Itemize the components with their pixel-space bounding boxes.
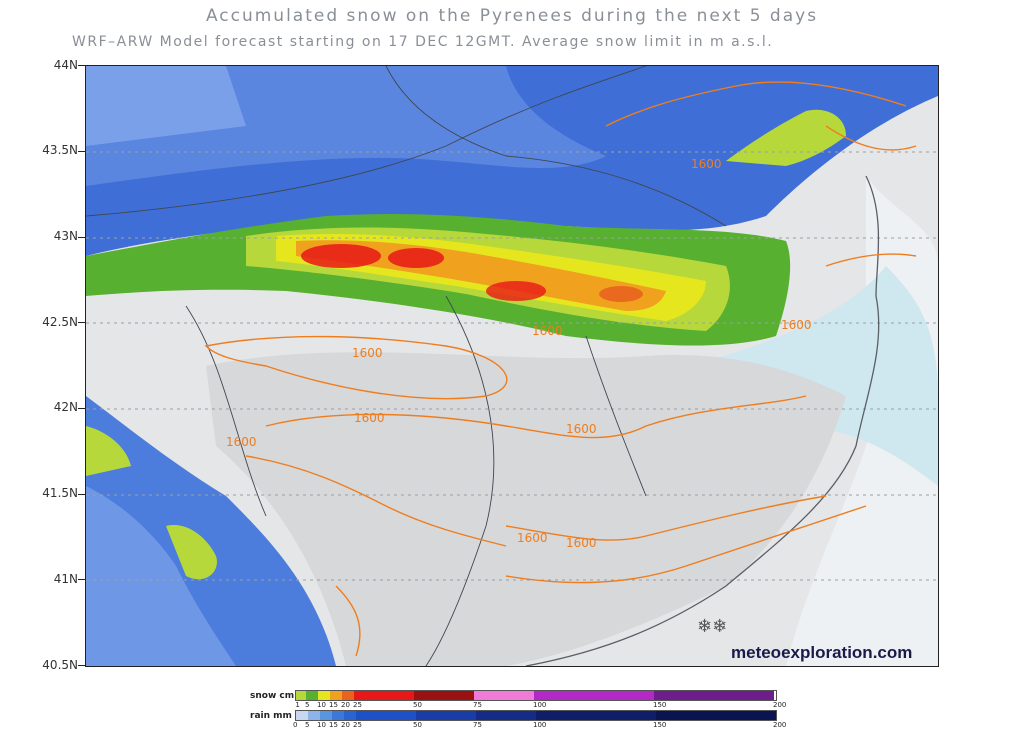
snow-legend-tick: 1 (295, 701, 300, 709)
lat-tick (78, 665, 85, 666)
rain-legend-swatch (320, 711, 332, 720)
contour-label: 1600 (354, 411, 385, 425)
rain-legend-swatch (476, 711, 536, 720)
lat-label-44: 44N (53, 58, 78, 72)
snow-legend-tick: 20 (341, 701, 350, 709)
lat-label-43: 43N (53, 229, 78, 243)
lat-label-40-5: 40.5N (42, 658, 78, 672)
lat-tick (78, 322, 85, 323)
rain-legend-swatch (344, 711, 356, 720)
snow-legend-swatch (296, 691, 306, 700)
snow-legend-tick: 200 (773, 701, 787, 709)
snow-legend-tick: 100 (533, 701, 547, 709)
snow-legend-tick: 25 (353, 701, 362, 709)
rain-legend-swatch (356, 711, 416, 720)
rain-legend-swatch (656, 711, 776, 720)
lat-tick (78, 579, 85, 580)
contour-label: 1600 (691, 157, 722, 171)
rain-legend-label: rain mm (250, 711, 292, 721)
rain-legend-tick: 15 (329, 721, 338, 729)
contour-label: 1600 (532, 324, 563, 338)
lat-tick (78, 65, 85, 66)
snow-legend-swatch (305, 691, 318, 700)
lat-tick (78, 494, 85, 495)
snow-legend-tick: 150 (653, 701, 667, 709)
rain-legend-bar (295, 710, 777, 721)
rain-legend-tick: 50 (413, 721, 422, 729)
rain-legend-swatch (332, 711, 344, 720)
rain-legend-swatch (308, 711, 320, 720)
snow-legend-swatch (341, 691, 354, 700)
contour-label: 1600 (781, 318, 812, 332)
snow-legend-swatch (413, 691, 474, 700)
snow-legend-tick: 15 (329, 701, 338, 709)
snow-legend-swatch (473, 691, 534, 700)
rain-legend-tick: 75 (473, 721, 482, 729)
snow-legend-tick: 75 (473, 701, 482, 709)
rain-legend-tick: 200 (773, 721, 787, 729)
snow-legend-swatch (533, 691, 654, 700)
contour-label: 1600 (226, 435, 257, 449)
contour-label: 1600 (566, 422, 597, 436)
contour-label: 1600 (352, 346, 383, 360)
snow-legend-swatch (329, 691, 342, 700)
snow-legend-swatch (317, 691, 330, 700)
lat-label-43-5: 43.5N (42, 143, 78, 157)
lat-tick (78, 237, 85, 238)
rain-legend-swatch (536, 711, 656, 720)
rain-legend-tick: 25 (353, 721, 362, 729)
rain-legend-tick: 5 (305, 721, 310, 729)
snow-legend-swatch (353, 691, 414, 700)
snow-legend-swatch (653, 691, 774, 700)
rain-legend-tick: 10 (317, 721, 326, 729)
lat-label-42-5: 42.5N (42, 315, 78, 329)
rain-legend-tick: 150 (653, 721, 667, 729)
lat-label-41: 41N (53, 572, 78, 586)
contour-label: 1600 (517, 531, 548, 545)
contour-label: 1600 (566, 536, 597, 550)
lat-label-42: 42N (53, 400, 78, 414)
lat-tick (78, 408, 85, 409)
site-logo: meteoexploration.com (731, 643, 913, 662)
forecast-map: 1600 1600 1600 1600 1600 1600 1600 1600 … (85, 65, 939, 667)
rain-legend-tick: 20 (341, 721, 350, 729)
map-title: Accumulated snow on the Pyrenees during … (205, 6, 819, 26)
snow-legend-tick: 50 (413, 701, 422, 709)
map-subtitle: WRF–ARW Model forecast starting on 17 DE… (72, 34, 774, 50)
lat-tick (78, 151, 85, 152)
lat-label-41-5: 41.5N (42, 486, 78, 500)
snow-legend-label: snow cm (250, 691, 295, 701)
snow-legend-tick: 10 (317, 701, 326, 709)
rain-legend-tick: 0 (293, 721, 298, 729)
map-svg (86, 66, 938, 666)
rain-legend-tick: 100 (533, 721, 547, 729)
rain-legend-swatch (416, 711, 476, 720)
snow-legend-bar (295, 690, 777, 701)
snowflake-icon: ❄❄ (697, 616, 728, 637)
rain-legend-swatch (296, 711, 308, 720)
snow-legend-tick: 5 (305, 701, 310, 709)
